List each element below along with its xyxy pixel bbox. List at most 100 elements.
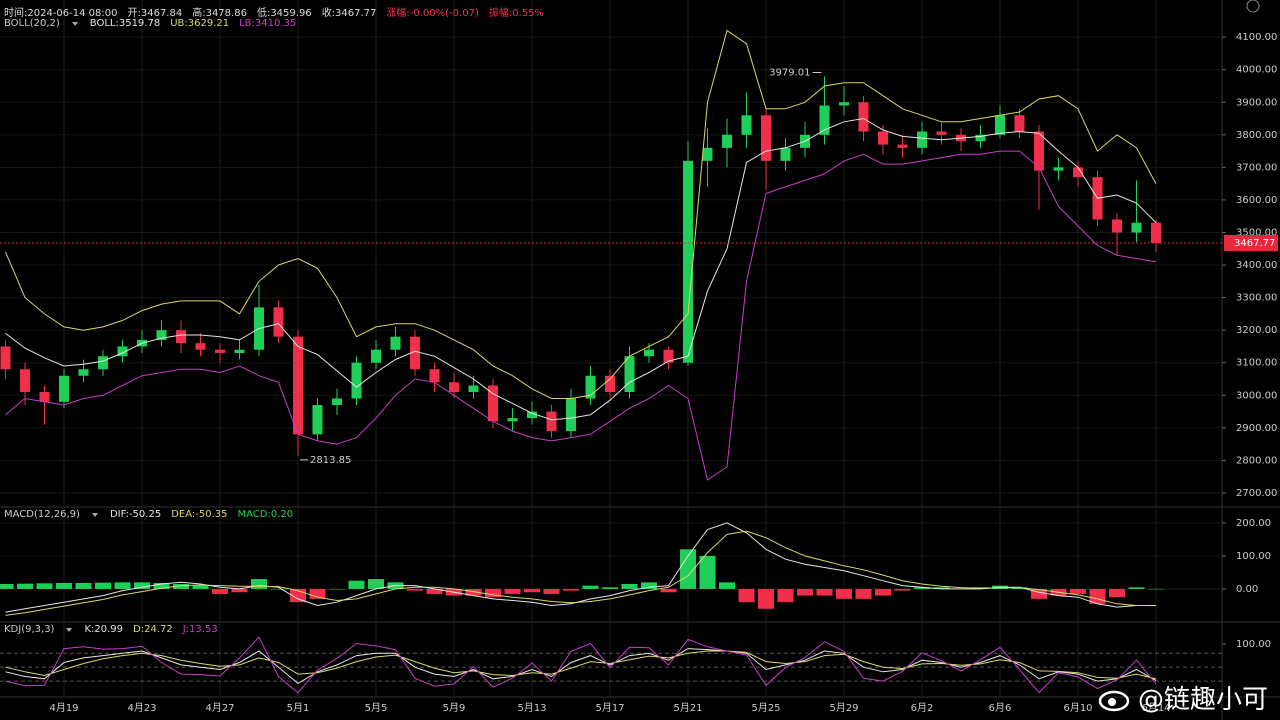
candle-body xyxy=(507,418,518,422)
candle-body xyxy=(936,131,947,135)
macd-bar xyxy=(660,588,677,593)
macd-bar xyxy=(309,588,326,599)
macd-bar xyxy=(816,588,833,596)
y-tick-label: 4000.00 xyxy=(1236,65,1277,76)
legend-dropdown[interactable] xyxy=(91,512,98,517)
indicator-line xyxy=(5,29,1157,399)
y-tick-label: 3100.00 xyxy=(1236,358,1277,369)
macd-bar xyxy=(17,583,33,589)
indicator-line xyxy=(5,530,1157,616)
macd-bar xyxy=(524,588,540,593)
macd-bar xyxy=(426,588,443,594)
candle-body xyxy=(663,349,674,363)
candle-body xyxy=(605,375,615,393)
macd-bar xyxy=(504,588,521,594)
candle-body xyxy=(449,382,459,393)
header-item: 开:3467.84 xyxy=(127,8,183,19)
candle-body xyxy=(1073,167,1083,178)
weibo-logo xyxy=(1098,690,1130,711)
candle-body xyxy=(215,349,225,353)
header-item: 振幅:0.55% xyxy=(488,8,544,19)
macd-bar xyxy=(95,582,111,589)
legend-entry: MACD(12,26,9) xyxy=(4,509,80,520)
x-tick-label: 5月21 xyxy=(673,702,702,714)
legend-entry: UB:3629.21 xyxy=(170,18,230,29)
candle-body xyxy=(410,336,420,370)
macd-bar xyxy=(153,583,170,589)
macd-bar xyxy=(563,588,579,591)
indicator-legend: BOLL(20,2) BOLL:3519.78 UB:3629.21 LB:3410.… xyxy=(4,18,296,29)
indicator-line xyxy=(5,636,1157,694)
macd-bar xyxy=(329,588,345,590)
macd-bar xyxy=(36,583,53,589)
candle-body xyxy=(78,369,89,376)
macd-bar xyxy=(855,588,872,599)
candle-body xyxy=(624,356,635,393)
candle-body xyxy=(156,330,167,340)
macd-bar xyxy=(777,588,794,603)
y-tick-label: 2700.00 xyxy=(1236,488,1277,499)
header-item: 低:3459.96 xyxy=(256,8,312,19)
candle-body xyxy=(293,336,303,435)
candle-body xyxy=(1034,131,1044,171)
candle-body xyxy=(917,131,927,148)
x-tick-label: 6月14 xyxy=(1141,702,1170,714)
header-item: 高:3478.86 xyxy=(192,8,247,19)
macd-bar xyxy=(114,582,131,589)
indicator-legend: MACD(12,26,9) DIF:-50.25 DEA:-50.35 MACD:0.… xyxy=(4,509,293,520)
macd-bar xyxy=(407,588,423,591)
candle-body xyxy=(839,102,849,106)
legend-entry: LB:3410.35 xyxy=(239,18,297,29)
candle-body xyxy=(527,411,537,419)
candle-body xyxy=(312,405,323,435)
macd-bar xyxy=(212,588,228,594)
candle-body xyxy=(566,398,576,432)
x-tick-label: 5月25 xyxy=(751,702,780,714)
candle-body xyxy=(702,147,713,161)
legend-dropdown[interactable] xyxy=(71,21,78,26)
candle-body xyxy=(546,411,557,432)
macd-bar xyxy=(875,588,891,596)
x-tick-label: 6月10 xyxy=(1063,702,1092,714)
macd-bar xyxy=(485,588,501,598)
y-tick-label: 3200.00 xyxy=(1236,325,1277,336)
macd-bar xyxy=(680,549,696,589)
y-tick-label: 2800.00 xyxy=(1236,455,1277,466)
macd-bar xyxy=(251,579,267,589)
last-price-tag xyxy=(1224,234,1278,251)
candle-body xyxy=(819,105,830,135)
y-tick-label: 3300.00 xyxy=(1236,293,1277,304)
candle-body xyxy=(429,369,440,383)
candle-body xyxy=(332,398,342,406)
macd-bar xyxy=(836,588,852,599)
legend-dropdown[interactable] xyxy=(66,627,73,632)
macd-bar xyxy=(231,588,248,593)
watermark-text: @链趣小可 xyxy=(1137,685,1268,715)
y-tick-label: 200.00 xyxy=(1236,518,1271,529)
menu-icon[interactable] xyxy=(1246,0,1260,13)
y-tick-label: 3500.00 xyxy=(1236,227,1277,238)
header: 时间:2024-06-14 08:00 开:3467.84 高:3478.86 低:3… xyxy=(4,4,544,19)
candle-body xyxy=(975,134,986,142)
candle-body xyxy=(741,115,752,135)
header-item: 涨幅:-0.00%(-0.07) xyxy=(386,8,479,19)
macd-bar xyxy=(738,588,755,603)
x-tick-label: 5月13 xyxy=(517,702,546,714)
candle-body xyxy=(878,131,888,145)
macd-bar xyxy=(621,583,638,589)
candle-body xyxy=(644,349,654,357)
y-tick-label: 100.00 xyxy=(1236,551,1271,562)
indicator-line xyxy=(5,648,1157,685)
candle-body xyxy=(371,349,381,363)
high-annotation: 3979.01 xyxy=(769,68,810,79)
candle-body xyxy=(20,369,30,393)
macd-bar xyxy=(719,582,735,589)
indicator-line xyxy=(5,150,1157,481)
x-tick-label: 4月19 xyxy=(49,702,78,714)
x-tick-label: 5月17 xyxy=(595,702,624,714)
y-tick-label: 3000.00 xyxy=(1236,390,1277,401)
y-tick-label: 3800.00 xyxy=(1236,130,1277,141)
macd-bar xyxy=(602,587,618,589)
